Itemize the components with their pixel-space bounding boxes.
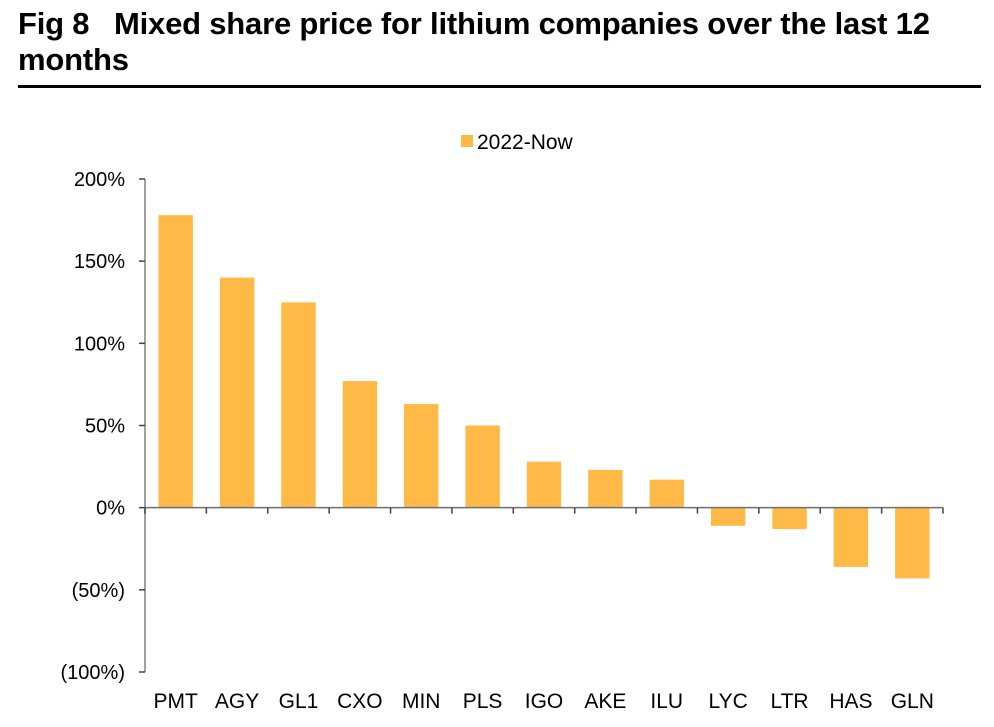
x-tick-label: PMT: [154, 690, 199, 713]
bar-gl1: [281, 302, 316, 508]
x-tick-label: ILU: [650, 690, 683, 713]
y-tick-label: 50%: [85, 416, 125, 438]
figure-title-text: Mixed share price for lithium companies …: [18, 6, 930, 77]
x-tick-label: IGO: [525, 690, 564, 713]
bar-pmt: [158, 215, 193, 508]
bar-pls: [465, 425, 500, 508]
title-divider: [18, 85, 981, 88]
x-tick-label: PLS: [463, 690, 503, 713]
bars: [158, 215, 930, 579]
x-tick-label: GL1: [279, 690, 319, 713]
figure-title: Fig 8 Mixed share price for lithium compa…: [18, 6, 978, 78]
bar-cxo: [342, 381, 378, 508]
figure-number: Fig 8: [18, 6, 90, 41]
bar-min: [404, 404, 439, 508]
x-tick-label: LYC: [709, 690, 748, 713]
x-tick-label: AKE: [584, 690, 626, 713]
x-tick-label: LTR: [770, 690, 808, 713]
legend-label: 2022-Now: [477, 131, 574, 154]
bar-ake: [588, 469, 623, 508]
legend: 2022-Now: [461, 131, 574, 154]
x-tick-label: CXO: [337, 690, 383, 713]
y-tick-label: 200%: [74, 169, 125, 191]
y-tick-label: 0%: [96, 498, 125, 520]
bar-ltr: [772, 507, 807, 530]
bar-gln: [895, 507, 930, 579]
x-tick-labels: PMT AGY GL1 CXO MIN PLS IGO AKE ILU LYC LTR HAS GLN: [154, 690, 934, 713]
x-tick-label: MIN: [402, 690, 441, 713]
y-tick-labels: 200% 150% 100% 50% 0% (50%) (100%): [61, 169, 126, 684]
x-tick-label: GLN: [891, 690, 934, 713]
axes: [139, 178, 944, 673]
bar-igo: [526, 461, 562, 508]
bar-lyc: [711, 507, 746, 526]
x-tick-label: AGY: [215, 690, 259, 713]
y-tick-label: 100%: [74, 333, 125, 355]
legend-swatch: [461, 135, 473, 147]
x-tick-label: HAS: [829, 690, 872, 713]
y-tick-label: (50%): [72, 580, 125, 602]
y-tick-label: 150%: [74, 251, 125, 273]
bar-agy: [219, 277, 255, 508]
bar-has: [833, 507, 869, 567]
bar-ilu: [649, 479, 684, 508]
y-tick-label: (100%): [61, 662, 125, 684]
